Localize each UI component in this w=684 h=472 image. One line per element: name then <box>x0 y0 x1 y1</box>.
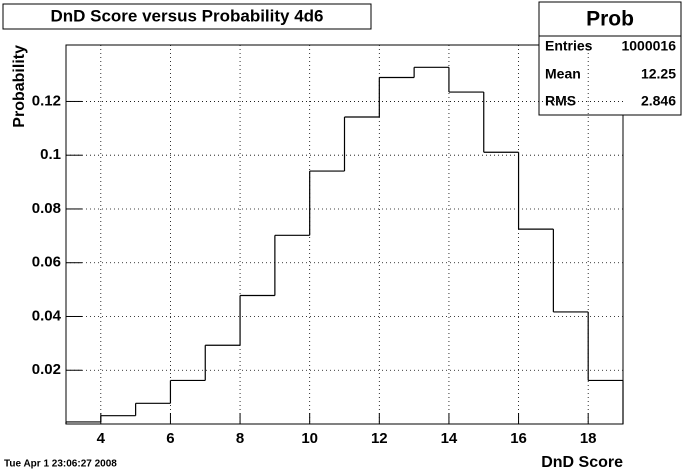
y-tick-label: 0.02 <box>32 361 61 378</box>
stats-value: 12.25 <box>641 66 676 82</box>
stats-name: Prob <box>586 8 634 31</box>
y-tick-label: 0.08 <box>32 200 61 217</box>
stats-label: Entries <box>545 38 593 54</box>
x-tick-label: 4 <box>97 430 106 447</box>
title-box <box>2 3 372 30</box>
x-tick-label: 16 <box>510 430 527 447</box>
x-tick-label: 10 <box>301 430 318 447</box>
x-tick-label: 6 <box>166 430 174 447</box>
x-tick-label: 8 <box>236 430 244 447</box>
y-tick-label: 0.1 <box>40 146 61 163</box>
plot-frame <box>65 44 624 425</box>
chart-title: DnD Score versus Probability 4d6 <box>50 6 323 25</box>
stats-box <box>538 1 682 116</box>
stats-value: 1000016 <box>621 38 676 54</box>
y-tick-label: 0.06 <box>32 254 61 271</box>
stats-value: 2.846 <box>641 93 676 109</box>
y-tick-label: 0.04 <box>32 307 62 324</box>
x-tick-label: 18 <box>580 430 597 447</box>
stats-label: Mean <box>545 66 581 82</box>
stats-label: RMS <box>545 93 576 109</box>
y-axis-label: Probability <box>11 45 28 128</box>
x-tick-label: 14 <box>441 430 458 447</box>
timestamp: Tue Apr 1 23:06:27 2008 <box>4 459 117 470</box>
x-tick-label: 12 <box>371 430 388 447</box>
y-tick-label: 0.12 <box>32 92 61 109</box>
x-axis-label: DnD Score <box>541 454 623 471</box>
